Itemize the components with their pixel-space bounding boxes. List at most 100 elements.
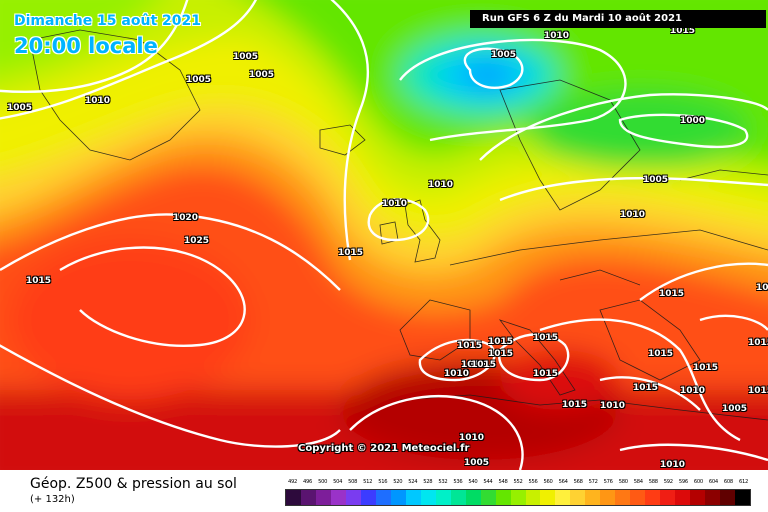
scale-tick: 608 [723,479,733,485]
scale-tick: 512 [363,479,373,485]
scale-tick: 528 [423,479,433,485]
isobar-label: 1015 [26,276,52,286]
scale-swatch [555,490,571,505]
isobar-label: 1015 [693,363,719,373]
scale-swatch [300,490,316,505]
color-scale-ticks: 492 496 500 504 508 512 516 520 524 528 532 536 540 5… [285,479,751,489]
isobar-label: 1015 [756,283,768,293]
scale-swatch [675,490,691,505]
scale-swatch [450,490,466,505]
scale-swatch [390,490,406,505]
scale-swatch [360,490,376,505]
isobar-label: 1010 [544,31,570,41]
isobar-label: 1010 [620,210,646,220]
scale-swatch [465,490,481,505]
isobar-label: 1005 [186,75,212,85]
scale-tick: 540 [468,479,478,485]
scale-swatch [435,490,451,505]
scale-tick: 572 [588,479,598,485]
isobar-label: 1005 [464,458,490,468]
isobar-label: 1015 [461,360,487,370]
scale-tick: 556 [528,479,538,485]
isobar-label: 1005 [643,175,669,185]
isobar-label: 1005 [7,103,33,113]
scale-tick: 604 [708,479,718,485]
scale-tick: 548 [498,479,508,485]
isobar-label: 1005 [249,70,275,80]
scale-swatch [495,490,511,505]
isobar-label: 1015 [457,341,483,351]
scale-tick: 568 [573,479,583,485]
scale-swatch [375,490,391,505]
geopotential-field [0,0,768,470]
scale-swatch [615,490,631,505]
scale-swatch [480,490,496,505]
isobar-label: 1010 [428,180,454,190]
scale-tick: 532 [438,479,448,485]
scale-tick: 544 [483,479,493,485]
scale-swatch [286,490,301,505]
scale-swatch [510,490,526,505]
scale-tick: 600 [693,479,703,485]
scale-swatch [345,490,361,505]
scale-tick: 536 [453,479,463,485]
scale-tick: 520 [393,479,403,485]
map-title: Géop. Z500 & pression au sol [30,476,237,492]
scale-tick: 560 [543,479,553,485]
isobar-label: 1015 [659,289,685,299]
isobar-label: 1010 [444,369,470,379]
scale-swatch [540,490,556,505]
legend-footer: Géop. Z500 & pression au sol (+ 132h) 49… [0,470,768,512]
isobar-label: 1015 [748,338,768,348]
scale-tick: 564 [558,479,568,485]
scale-tick: 552 [513,479,523,485]
scale-tick: 584 [633,479,643,485]
isobar-label: 1015 [533,333,559,343]
isobar-label: 1020 [173,213,199,223]
isobar-label: 1015 [338,248,364,258]
forecast-date: Dimanche 15 août 2021 [14,13,201,29]
scale-tick: 500 [318,479,328,485]
scale-swatch [405,490,421,505]
isobar-label: 1015 [488,349,514,359]
scale-swatch [600,490,616,505]
scale-swatch [720,490,736,505]
isobar-label: 1005 [233,52,259,62]
isobar-label: 1015 [748,386,768,396]
run-info: Run GFS 6 Z du Mardi 10 août 2021 [470,10,766,28]
scale-swatch [630,490,646,505]
scale-swatch [735,490,751,505]
forecast-range: (+ 132h) [30,494,75,505]
weather-map: 1010 1015 1005 1005 1005 1005 1010 1005 … [0,0,768,470]
scale-swatch [570,490,586,505]
isobar-label: 1015 [648,349,674,359]
scale-tick: 516 [378,479,388,485]
scale-tick: 592 [663,479,673,485]
color-scale-bar [285,489,751,506]
scale-swatch [585,490,601,505]
scale-tick: 504 [333,479,343,485]
scale-tick: 612 [738,479,748,485]
scale-tick: 496 [303,479,313,485]
isobar-label: 1010 [600,401,626,411]
isobar-label: 1010 [85,96,111,106]
color-scale: 492 496 500 504 508 512 516 520 524 528 532 536 540 5… [285,479,751,506]
isobar-label: 1005 [722,404,748,414]
scale-swatch [660,490,676,505]
scale-swatch [690,490,706,505]
scale-swatch [315,490,331,505]
isobar-label: 1015 [471,360,497,370]
scale-tick: 524 [408,479,418,485]
scale-tick: 596 [678,479,688,485]
scale-swatch [330,490,346,505]
isobar-label: 1000 [680,116,706,126]
scale-tick: 492 [288,479,298,485]
isobar-label: 1015 [562,400,588,410]
isobar-label: 1010 [382,199,408,209]
scale-tick: 580 [618,479,628,485]
isobar-label: 1015 [488,337,514,347]
copyright: Copyright © 2021 Meteociel.fr [298,443,470,454]
isobar-label: 1010 [459,433,485,443]
isobar-label: 1010 [660,460,686,470]
isobar-label: 1015 [633,383,659,393]
